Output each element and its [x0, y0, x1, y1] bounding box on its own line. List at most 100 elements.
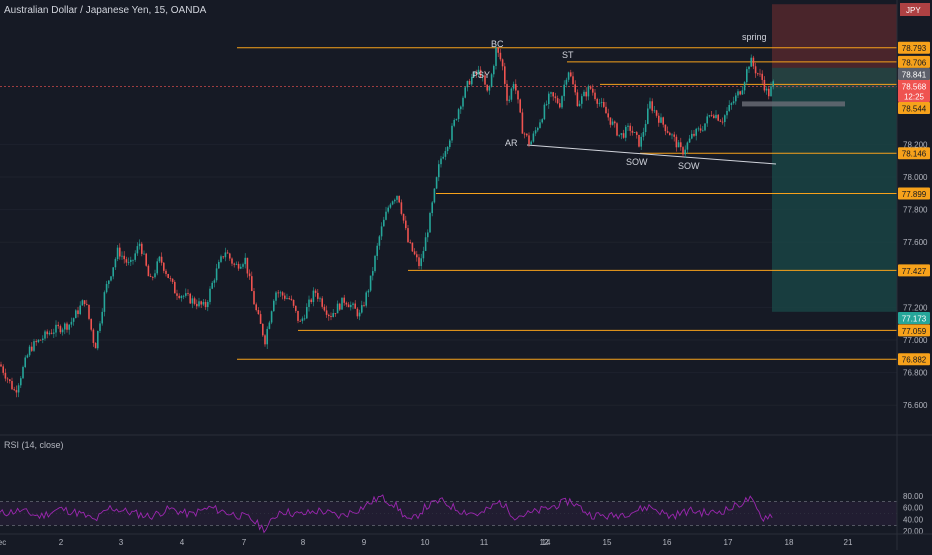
candle-body: [112, 267, 114, 277]
candle-body: [563, 84, 565, 97]
candle-body: [642, 132, 645, 137]
candle-body: [211, 282, 213, 289]
candle-body: [697, 128, 700, 130]
candle-body: [372, 271, 374, 276]
candle-body: [576, 92, 579, 107]
candle-body: [182, 295, 185, 297]
candle-body: [675, 136, 678, 148]
candle-body: [702, 130, 704, 132]
candle-body: [191, 298, 194, 304]
candle-body: [501, 59, 504, 67]
candle-body: [350, 304, 352, 308]
time-tick-label: 14: [542, 538, 551, 547]
candle-body: [627, 125, 629, 127]
candle-body: [119, 247, 121, 257]
candle-body: [761, 73, 763, 80]
candle-body: [158, 256, 161, 262]
candle-body: [374, 255, 376, 272]
candle-body: [2, 366, 4, 373]
candle-body: [35, 341, 37, 343]
time-tick-label: 2: [59, 538, 64, 547]
candle-body: [490, 74, 493, 87]
candle-body: [11, 381, 13, 390]
candle-body: [301, 318, 304, 322]
candle-body: [488, 86, 491, 91]
candle-body: [460, 106, 462, 110]
candle-body: [253, 291, 255, 305]
candle-body: [244, 257, 246, 265]
currency-badge: JPY: [900, 3, 930, 16]
candle-body: [171, 278, 174, 282]
candle-body: [317, 292, 319, 299]
candle-body: [552, 92, 554, 97]
candle-body: [152, 276, 154, 278]
candle-body: [391, 201, 394, 205]
price-tag-box: [898, 264, 930, 277]
candle-body: [389, 204, 392, 208]
candle-body: [308, 299, 310, 307]
candle-body: [497, 47, 499, 53]
time-tick-label: 11: [480, 538, 489, 547]
candle-body: [444, 151, 447, 157]
candle-body: [361, 305, 363, 313]
candle-body: [730, 103, 733, 105]
candle-body: [103, 292, 106, 312]
price-tag: 77.173: [898, 312, 930, 324]
trendline: [526, 144, 777, 165]
price-tag-label: 12:25: [904, 93, 925, 102]
candle-body: [352, 303, 354, 305]
candle-body: [213, 280, 216, 283]
candle-body: [312, 290, 315, 303]
candle-body: [464, 87, 466, 98]
price-tag: 12:25: [898, 90, 930, 102]
price-tick-label: 76.600: [903, 401, 928, 410]
candle-body: [233, 263, 235, 265]
candle-body: [339, 303, 341, 310]
candle-body: [592, 88, 594, 93]
candle-body: [33, 341, 35, 351]
candle-body: [319, 298, 321, 300]
candle-body: [198, 301, 200, 307]
candle-body: [752, 57, 755, 67]
candle-body: [246, 257, 249, 274]
candle-body: [376, 245, 378, 256]
take-profit-zone: [772, 67, 897, 312]
price-tag: 77.427: [898, 264, 930, 277]
candle-body: [603, 102, 605, 107]
price-tick-label: 77.000: [903, 336, 928, 345]
candle-body: [442, 156, 444, 159]
candle-body: [290, 298, 293, 300]
annotation-label: AR: [505, 138, 518, 148]
candle-body: [539, 122, 541, 128]
candle-body: [495, 47, 497, 66]
candle-body: [528, 135, 530, 145]
candle-body: [561, 96, 563, 108]
candle-body: [257, 310, 260, 315]
candle-body: [605, 106, 607, 114]
candle-body: [94, 342, 97, 349]
candle-body: [321, 298, 323, 307]
candle-body: [506, 83, 508, 101]
candle-body: [17, 385, 20, 393]
candle-body: [554, 96, 557, 99]
candle-body: [110, 276, 112, 281]
candle-body: [680, 142, 682, 148]
candle-body: [299, 320, 301, 322]
candle-body: [398, 195, 400, 203]
position-tool[interactable]: [742, 4, 897, 312]
time-tick-label: 10: [421, 538, 430, 547]
candle-body: [215, 268, 218, 281]
candle-body: [220, 256, 222, 262]
price-tag: 76.882: [898, 353, 930, 366]
candle-body: [77, 310, 79, 315]
price-tag-box: [898, 187, 930, 200]
candle-body: [732, 101, 735, 104]
candle-body: [86, 303, 88, 305]
price-tick-label: 78.000: [903, 173, 928, 182]
candle-body: [277, 292, 279, 294]
candle-body: [684, 149, 686, 155]
candle-body: [409, 242, 411, 243]
candle-body: [462, 97, 464, 107]
candle-body: [589, 86, 592, 89]
